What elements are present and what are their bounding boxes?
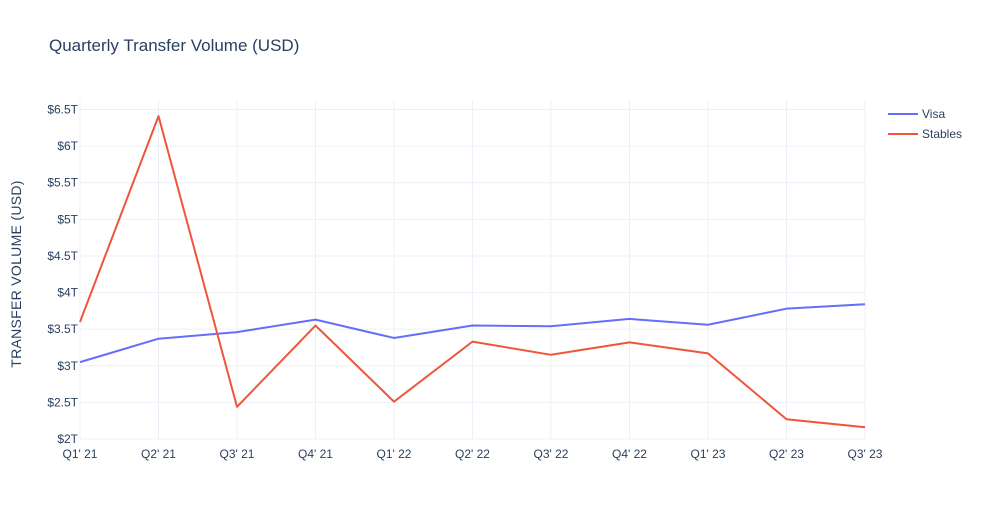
- x-tick-label: Q2' 21: [141, 447, 176, 461]
- x-tick-label: Q4' 22: [612, 447, 647, 461]
- y-tick-label: $6T: [57, 139, 78, 153]
- x-tick-label: Q3' 23: [848, 447, 883, 461]
- x-tick-label: Q3' 21: [220, 447, 255, 461]
- plot-area[interactable]: [77, 113, 868, 430]
- y-tick-label: $6.5T: [47, 103, 78, 117]
- y-tick-label: $4.5T: [47, 249, 78, 263]
- x-tick-label: Q3' 22: [534, 447, 569, 461]
- series-line-stables[interactable]: [79, 115, 866, 429]
- data-point-visa[interactable]: [470, 323, 476, 329]
- data-point-visa[interactable]: [862, 301, 868, 307]
- y-tick-label: $3.5T: [47, 322, 78, 336]
- data-point-visa[interactable]: [548, 323, 554, 329]
- x-tick-label: Q2' 23: [769, 447, 804, 461]
- data-point-stables[interactable]: [548, 352, 554, 358]
- legend[interactable]: Visa Stables: [888, 107, 962, 141]
- chart-title: Quarterly Transfer Volume (USD): [49, 36, 299, 55]
- grid: [79, 100, 866, 440]
- data-point-stables[interactable]: [784, 416, 790, 422]
- legend-item-visa[interactable]: Visa: [888, 107, 945, 121]
- series-line-visa[interactable]: [79, 303, 866, 364]
- data-point-visa[interactable]: [234, 329, 240, 335]
- x-axis: Q1' 21 Q2' 21 Q3' 21 Q4' 21 Q1' 22 Q2' 22 Q3' …: [63, 447, 883, 461]
- data-point-stables[interactable]: [627, 339, 633, 345]
- y-tick-label: $2.5T: [47, 395, 78, 409]
- y-tick-label: $4T: [57, 286, 78, 300]
- x-tick-label: Q4' 21: [298, 447, 333, 461]
- y-tick-label: $5T: [57, 212, 78, 226]
- y-axis: $2T $2.5T $3T $3.5T $4T $4.5T $5T $5.5T $6T $6.5T: [47, 103, 78, 446]
- legend-label: Visa: [922, 107, 945, 121]
- data-point-stables[interactable]: [862, 424, 868, 430]
- x-tick-label: Q1' 21: [63, 447, 98, 461]
- y-tick-label: $3T: [57, 359, 78, 373]
- data-point-stables[interactable]: [234, 404, 240, 410]
- y-axis-title: TRANSFER VOLUME (USD): [8, 180, 24, 368]
- data-point-stables[interactable]: [313, 323, 319, 329]
- x-tick-label: Q1' 22: [377, 447, 412, 461]
- data-point-stables[interactable]: [156, 113, 162, 119]
- data-point-visa[interactable]: [705, 322, 711, 328]
- data-point-visa[interactable]: [627, 316, 633, 322]
- x-tick-label: Q1' 23: [691, 447, 726, 461]
- legend-item-stables[interactable]: Stables: [888, 127, 962, 141]
- data-point-stables[interactable]: [470, 339, 476, 345]
- x-tick-label: Q2' 22: [455, 447, 490, 461]
- data-point-visa[interactable]: [156, 336, 162, 342]
- y-tick-label: $5.5T: [47, 176, 78, 190]
- data-point-visa[interactable]: [313, 317, 319, 323]
- legend-label: Stables: [922, 127, 962, 141]
- data-point-stables[interactable]: [705, 350, 711, 356]
- data-point-visa[interactable]: [391, 335, 397, 341]
- data-point-stables[interactable]: [391, 399, 397, 405]
- y-tick-label: $2T: [57, 432, 78, 446]
- data-point-visa[interactable]: [784, 306, 790, 312]
